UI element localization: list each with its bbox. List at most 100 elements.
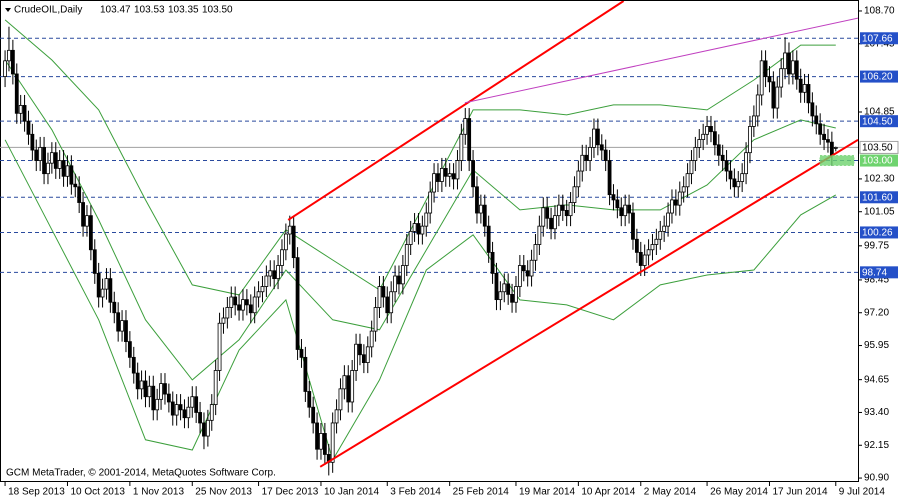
candle-body — [334, 409, 339, 424]
candle-body — [475, 186, 479, 214]
candle-body — [190, 396, 195, 408]
candle-body — [186, 406, 191, 419]
candle-body — [599, 144, 604, 151]
candle-body — [400, 265, 405, 285]
x-tick-label: 25 Feb 2014 — [453, 487, 510, 498]
candle-body — [287, 225, 292, 235]
candle-body — [748, 126, 752, 154]
y-tick-label: 108.70 — [864, 6, 895, 17]
candle-body — [34, 149, 39, 161]
candle-body — [689, 160, 694, 175]
level-label-box — [860, 32, 898, 45]
candle-body — [510, 293, 514, 303]
level-label-box — [860, 70, 898, 83]
candle-body — [592, 128, 596, 148]
candle-body — [755, 94, 760, 117]
candle-body — [307, 391, 312, 408]
quote-value: 103.35 — [168, 5, 199, 16]
x-tick-label: 1 Nov 2013 — [133, 487, 185, 498]
candle-body — [205, 419, 210, 437]
candle-body — [342, 375, 347, 390]
level-label: 100.26 — [862, 228, 893, 239]
candle-body — [170, 401, 175, 416]
candle-body — [225, 307, 230, 319]
candle-body — [697, 139, 702, 148]
y-tick-label: 102.30 — [864, 174, 895, 185]
candle-body — [701, 133, 706, 140]
y-tick-label: 98.45 — [864, 275, 889, 286]
level-label-box — [860, 191, 898, 204]
candle-body — [642, 254, 647, 266]
x-tick-label: 10 Oct 2013 — [70, 487, 125, 498]
candle-body — [677, 191, 682, 206]
candle-body — [377, 286, 382, 308]
candle-body — [116, 312, 121, 332]
candle-body — [369, 330, 374, 348]
candle-body — [564, 210, 569, 217]
candle-body — [810, 102, 815, 117]
x-tick-label: 10 Apr 2014 — [581, 487, 635, 498]
candle-body — [806, 84, 811, 104]
candle-body — [10, 49, 15, 75]
candle-body — [436, 173, 440, 182]
y-tick-label: 94.65 — [864, 374, 889, 385]
x-tick-label: 2 May 2014 — [644, 487, 697, 498]
candle-body — [57, 160, 62, 169]
candle-body — [736, 181, 741, 188]
quote-value: 103.47 — [100, 5, 131, 16]
candle-body — [646, 249, 651, 256]
candle-body — [96, 272, 101, 298]
candle-body — [166, 393, 171, 403]
candle-body — [291, 225, 296, 259]
candle-body — [775, 86, 780, 109]
candle-body — [404, 244, 409, 266]
candle-body — [709, 126, 713, 133]
candle-body — [65, 165, 70, 177]
level-label-box — [860, 115, 898, 128]
candle-body — [650, 244, 655, 251]
candle-body — [607, 160, 612, 196]
y-tick-label: 101.05 — [864, 206, 895, 217]
candle-body — [237, 304, 241, 311]
y-tick-label: 97.20 — [864, 307, 889, 318]
quote-value: 103.53 — [134, 5, 165, 16]
candle-body — [517, 265, 522, 287]
quote-value: 103.50 — [202, 5, 233, 16]
candle-body — [46, 162, 50, 175]
candle-body — [631, 212, 635, 240]
candle-body — [350, 370, 355, 403]
level-label-box — [860, 154, 898, 167]
level-label: 107.66 — [862, 33, 893, 44]
candle-body — [443, 168, 448, 177]
candle-body — [217, 322, 222, 371]
candle-body — [61, 160, 66, 177]
candle-body — [763, 60, 768, 77]
candle-body — [104, 278, 109, 290]
candle-body — [693, 147, 698, 161]
candle-body — [771, 81, 776, 109]
candle-body — [638, 251, 643, 266]
chart-title: CrudeOIL,Daily — [14, 5, 82, 16]
x-tick-label: 10 Jan 2014 — [324, 487, 379, 498]
footer: GCM MetaTrader, © 2001-2014, MetaQuotes … — [6, 468, 276, 479]
candle-body — [486, 225, 491, 253]
candle-body — [264, 275, 269, 287]
candle-body — [541, 207, 546, 227]
trendline — [287, 1, 625, 221]
last-price-label: 103.50 — [862, 143, 893, 154]
band-upper — [4, 19, 836, 296]
y-tick-label: 95.95 — [864, 340, 889, 351]
candle-body — [131, 356, 136, 374]
candle-body — [22, 105, 27, 122]
candle-body — [256, 291, 261, 298]
candle-body — [163, 383, 167, 395]
marks-layer — [3, 19, 838, 476]
candle-body — [73, 183, 78, 188]
y-tick-label: 104.85 — [864, 107, 895, 118]
candle-body — [397, 275, 401, 285]
candle-body — [69, 165, 74, 185]
x-tick-label: 19 Mar 2014 — [519, 487, 576, 498]
candle-body — [439, 168, 444, 182]
candle-body — [502, 283, 507, 293]
